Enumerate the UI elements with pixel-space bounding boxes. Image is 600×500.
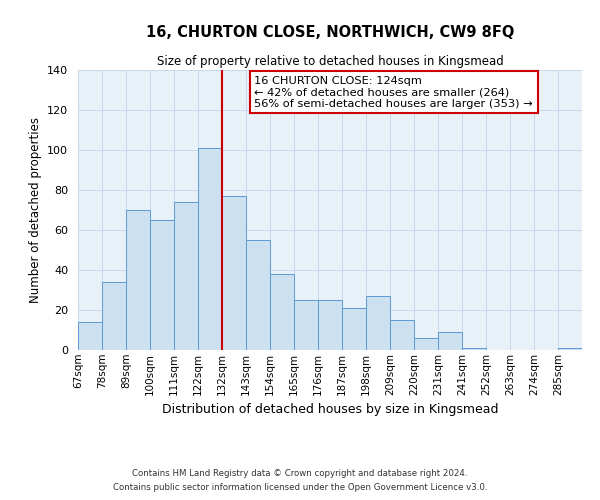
Bar xyxy=(222,196,246,350)
Bar xyxy=(558,348,582,350)
Bar xyxy=(390,320,414,350)
Bar xyxy=(78,322,102,350)
Bar xyxy=(462,348,486,350)
Bar xyxy=(294,300,318,350)
Y-axis label: Number of detached properties: Number of detached properties xyxy=(29,117,41,303)
Text: 16, CHURTON CLOSE, NORTHWICH, CW9 8FQ: 16, CHURTON CLOSE, NORTHWICH, CW9 8FQ xyxy=(146,25,514,40)
Bar xyxy=(414,338,438,350)
Bar xyxy=(198,148,222,350)
X-axis label: Distribution of detached houses by size in Kingsmead: Distribution of detached houses by size … xyxy=(162,403,498,416)
Text: Contains public sector information licensed under the Open Government Licence v3: Contains public sector information licen… xyxy=(113,484,487,492)
Bar xyxy=(174,202,198,350)
Bar xyxy=(318,300,342,350)
Text: 16 CHURTON CLOSE: 124sqm
← 42% of detached houses are smaller (264)
56% of semi-: 16 CHURTON CLOSE: 124sqm ← 42% of detach… xyxy=(254,76,533,109)
Bar xyxy=(270,274,294,350)
Bar xyxy=(366,296,390,350)
Bar xyxy=(342,308,366,350)
Bar xyxy=(102,282,126,350)
Bar xyxy=(246,240,270,350)
Text: Size of property relative to detached houses in Kingsmead: Size of property relative to detached ho… xyxy=(157,55,503,68)
Bar xyxy=(438,332,462,350)
Bar xyxy=(150,220,174,350)
Bar xyxy=(126,210,150,350)
Text: Contains HM Land Registry data © Crown copyright and database right 2024.: Contains HM Land Registry data © Crown c… xyxy=(132,468,468,477)
